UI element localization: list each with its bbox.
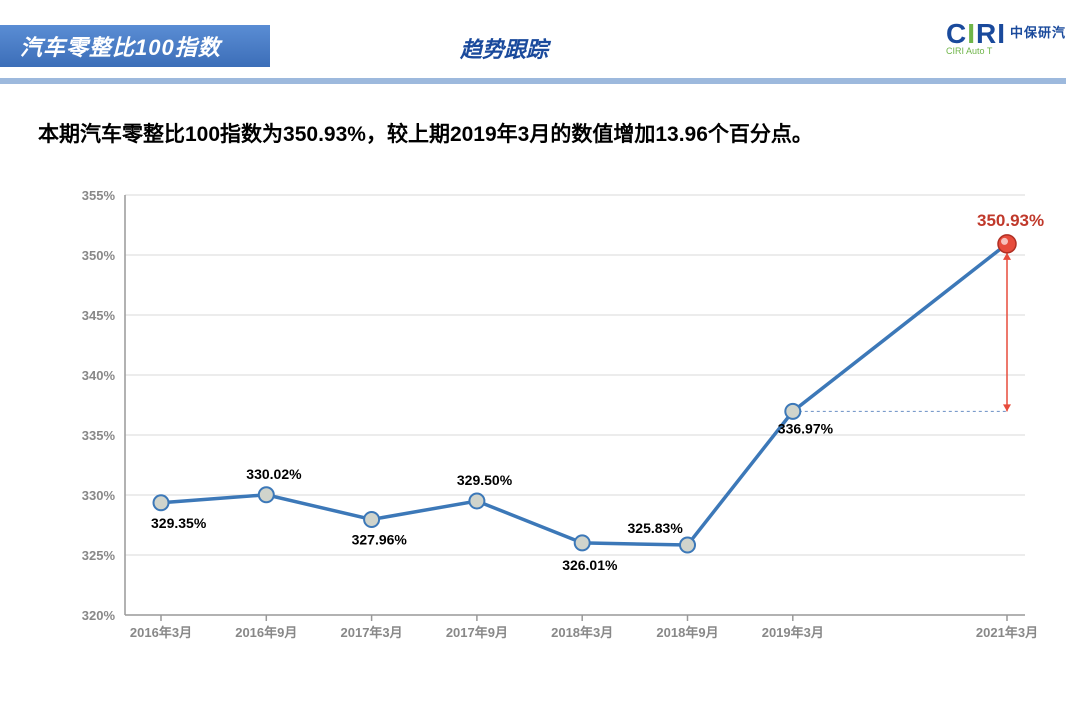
svg-text:2019年3月: 2019年3月 bbox=[762, 625, 824, 640]
svg-text:350.93%: 350.93% bbox=[977, 211, 1044, 230]
svg-text:350%: 350% bbox=[82, 248, 116, 263]
svg-text:345%: 345% bbox=[82, 308, 116, 323]
svg-text:2018年9月: 2018年9月 bbox=[656, 625, 718, 640]
summary-text: 本期汽车零整比100指数为350.93%，较上期2019年3月的数值增加13.9… bbox=[38, 118, 813, 148]
svg-text:329.50%: 329.50% bbox=[457, 472, 513, 488]
line-chart: 320% 325% 330% 335% 340% 345% 350% 355% 2016年3月 2… bbox=[65, 185, 1045, 645]
svg-text:325%: 325% bbox=[82, 548, 116, 563]
header: 汽车零整比100指数 趋势跟踪 CIRI中保研汽 CIRI Auto T bbox=[0, 0, 1066, 70]
svg-text:355%: 355% bbox=[82, 188, 116, 203]
svg-text:329.35%: 329.35% bbox=[151, 515, 207, 531]
svg-text:340%: 340% bbox=[82, 368, 116, 383]
svg-text:2017年3月: 2017年3月 bbox=[341, 625, 403, 640]
chart-container: 320% 325% 330% 335% 340% 345% 350% 355% 2016年3月 2… bbox=[65, 185, 1045, 645]
svg-text:2018年3月: 2018年3月 bbox=[551, 625, 613, 640]
subtitle: 趋势跟踪 bbox=[460, 32, 548, 64]
svg-text:326.01%: 326.01% bbox=[562, 557, 618, 573]
logo: CIRI中保研汽 CIRI Auto T bbox=[946, 18, 1066, 56]
svg-text:320%: 320% bbox=[82, 608, 116, 623]
svg-text:327.96%: 327.96% bbox=[352, 531, 408, 547]
svg-text:2017年9月: 2017年9月 bbox=[446, 625, 508, 640]
svg-text:325.83%: 325.83% bbox=[628, 520, 684, 536]
svg-text:2021年3月: 2021年3月 bbox=[976, 625, 1038, 640]
header-divider bbox=[0, 78, 1066, 84]
svg-text:336.97%: 336.97% bbox=[778, 420, 834, 436]
title-text: 汽车零整比100指数 bbox=[20, 30, 221, 62]
svg-text:2016年9月: 2016年9月 bbox=[235, 625, 297, 640]
title-bar: 汽车零整比100指数 bbox=[0, 25, 270, 67]
svg-text:330%: 330% bbox=[82, 488, 116, 503]
svg-text:330.02%: 330.02% bbox=[246, 466, 302, 482]
svg-text:2016年3月: 2016年3月 bbox=[130, 625, 192, 640]
svg-text:335%: 335% bbox=[82, 428, 116, 443]
